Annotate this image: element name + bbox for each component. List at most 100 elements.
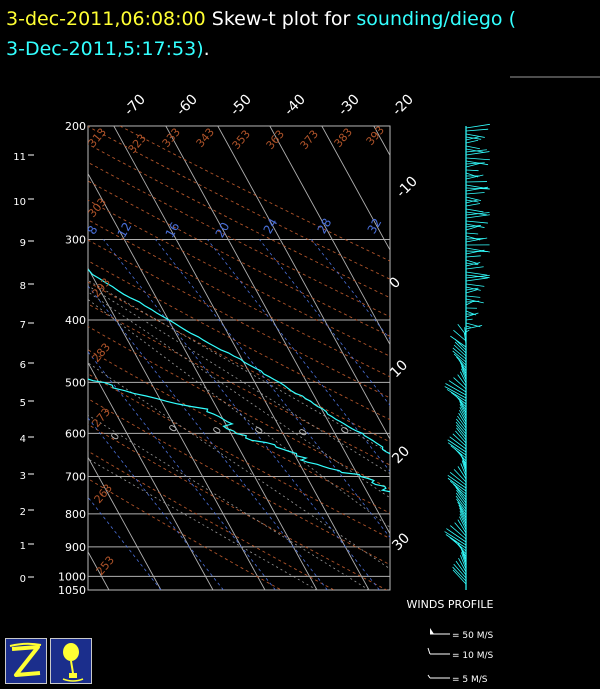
wind-legend-flag xyxy=(430,628,434,634)
wind-barb xyxy=(453,483,467,498)
wind-barb xyxy=(459,516,467,531)
wind-barb xyxy=(465,271,488,276)
dry-adiabat-label: 263 xyxy=(92,482,115,506)
isotherm-line xyxy=(88,361,214,590)
wind-barb xyxy=(465,220,488,224)
z-logo-icon[interactable] xyxy=(5,638,47,684)
title-datetime: 3-dec-2011,06:08:00 xyxy=(6,8,206,30)
pressure-tick-label: 500 xyxy=(65,376,86,389)
dry-adiabat-line xyxy=(88,219,390,378)
wind-barb xyxy=(447,477,467,492)
wind-barb xyxy=(455,430,467,444)
dry-adiabat-line xyxy=(88,143,390,299)
dry-adiabat-label: 293 xyxy=(90,276,113,300)
dry-adiabat-label: 373 xyxy=(298,128,321,152)
pressure-tick-label: 900 xyxy=(65,541,86,554)
wind-barb xyxy=(453,563,467,579)
wind-barb xyxy=(457,398,467,411)
wind-barb xyxy=(459,510,467,525)
wind-barb xyxy=(465,318,473,321)
wind-barb xyxy=(460,362,467,375)
dry-adiabat-line xyxy=(88,326,390,490)
height-tick-label: 3 xyxy=(20,471,26,482)
wind-barb xyxy=(460,463,467,477)
wind-barb xyxy=(465,329,470,333)
wind-barb xyxy=(459,407,467,420)
pressure-tick-label: 200 xyxy=(65,120,86,133)
height-tick-label: 7 xyxy=(20,320,26,331)
wind-barb xyxy=(465,283,485,287)
dry-adiabat-line xyxy=(88,303,390,466)
wind-barb xyxy=(465,184,490,190)
wind-barb xyxy=(465,324,483,330)
wind-barb xyxy=(458,504,467,519)
wind-barb xyxy=(465,232,479,235)
wind-barb xyxy=(465,225,479,231)
wind-barb xyxy=(465,169,479,172)
pressure-tick-label: 600 xyxy=(65,427,86,440)
temperature-tick-label: -70 xyxy=(121,91,148,118)
balloon-sonde-icon[interactable] xyxy=(50,638,92,684)
mixing-ratio-label: 28 xyxy=(315,216,335,236)
temperature-tick-label: -60 xyxy=(173,91,200,118)
wind-barb xyxy=(459,555,467,570)
moist-adiabat-label: 0 xyxy=(109,431,122,442)
wind-barb xyxy=(453,344,467,357)
wind-barb xyxy=(465,262,481,267)
wind-barb xyxy=(459,409,467,423)
wind-barb xyxy=(465,312,479,318)
title-source: sounding/diego ( xyxy=(356,8,516,30)
wind-barb xyxy=(465,295,481,298)
plot-area xyxy=(0,126,600,590)
wind-barb xyxy=(465,225,481,228)
dry-adiabat-label: 363 xyxy=(264,128,287,152)
wind-barb xyxy=(455,492,467,507)
isotherm-line xyxy=(0,126,57,590)
wind-barb xyxy=(459,371,467,384)
wind-barb xyxy=(457,374,467,387)
moist-adiabat-label: 0 xyxy=(297,427,310,438)
wind-barb xyxy=(465,174,484,180)
wind-barb xyxy=(454,338,467,351)
wind-barb xyxy=(447,442,467,456)
wind-barb xyxy=(445,534,467,549)
wind-barb xyxy=(465,162,485,165)
wind-barb xyxy=(465,186,489,192)
isotherm-line xyxy=(426,126,600,590)
moist-adiabat-label: 0 xyxy=(253,425,266,436)
wind-barb xyxy=(465,212,490,216)
wind-barb xyxy=(465,277,488,282)
moist-adiabat-label: 0 xyxy=(339,425,352,436)
moist-adiabat-line xyxy=(88,458,318,590)
wind-barb xyxy=(455,560,467,576)
isotherm-line xyxy=(88,267,266,590)
wind-barb xyxy=(465,160,489,166)
wind-barb xyxy=(465,157,490,161)
height-tick-label: 4 xyxy=(20,434,26,445)
wind-barb xyxy=(458,359,467,372)
wind-legend-barb xyxy=(427,674,431,679)
height-tick-label: 10 xyxy=(13,197,26,208)
wind-barb xyxy=(465,162,482,168)
wind-barb xyxy=(455,395,467,408)
dry-adiabat-label: 353 xyxy=(230,128,253,152)
wind-barb xyxy=(452,433,467,447)
pressure-tick-label: 1000 xyxy=(58,570,86,583)
wind-barb xyxy=(452,566,467,582)
height-tick-label: 5 xyxy=(20,398,26,409)
wind-barb xyxy=(465,145,480,150)
pressure-tick-label: 700 xyxy=(65,471,86,484)
wind-barb xyxy=(465,192,485,195)
mixing-ratio-label: 24 xyxy=(261,216,281,236)
wind-barb xyxy=(449,472,467,486)
height-tick-label: 9 xyxy=(20,238,26,249)
wind-barb xyxy=(465,196,482,201)
dry-adiabat-label: 343 xyxy=(194,126,217,150)
wind-barb xyxy=(447,439,467,453)
mixing-ratio-line xyxy=(103,239,380,590)
wind-barb xyxy=(465,255,481,258)
wind-barb xyxy=(464,327,467,339)
wind-barb xyxy=(465,325,471,328)
mixing-ratio-label: 12 xyxy=(115,220,135,240)
wind-barb xyxy=(445,383,467,396)
